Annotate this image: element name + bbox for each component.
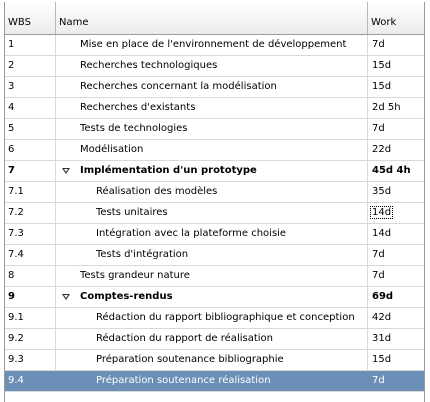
work-cell[interactable]: 7d <box>372 249 385 260</box>
table-row[interactable]: 7.1 Réalisation des modèles 35d <box>5 182 424 203</box>
task-name-label: Implémentation d'un prototype <box>80 165 257 176</box>
name-cell[interactable]: Modélisation <box>56 140 368 160</box>
table-row[interactable]: 9.4 Préparation soutenance réalisation 7d <box>5 371 424 392</box>
column-header-work[interactable]: Work <box>368 2 424 34</box>
table-row[interactable]: 4 Recherches d'existants 2d 5h <box>5 98 424 119</box>
table-row[interactable]: 3 Recherches concernant la modélisation 15… <box>5 77 424 98</box>
name-cell[interactable]: Tests d'intégration <box>56 245 368 265</box>
column-header-name[interactable]: Name <box>56 2 368 34</box>
expand-triangle-down-icon[interactable] <box>62 294 70 300</box>
name-cell[interactable]: Recherches technologiques <box>56 56 368 76</box>
column-header-wbs[interactable]: WBS <box>5 2 56 34</box>
name-cell[interactable]: Tests grandeur nature <box>56 266 368 286</box>
column-header-work-label: Work <box>371 17 397 28</box>
work-cell[interactable]: 42d <box>372 312 392 323</box>
work-cell[interactable]: 35d <box>372 186 392 197</box>
wbs-cell[interactable]: 7.2 <box>5 203 56 223</box>
task-name-label: Tests de technologies <box>80 123 188 134</box>
wbs-cell[interactable]: 7.4 <box>5 245 56 265</box>
work-cell[interactable]: 2d 5h <box>372 102 401 113</box>
wbs-cell[interactable]: 9.2 <box>5 329 56 349</box>
table-row[interactable]: 7.2 Tests unitaires 14d <box>5 203 424 224</box>
work-cell[interactable]: 45d 4h <box>372 165 411 176</box>
name-cell[interactable]: Réalisation des modèles <box>56 182 368 202</box>
work-cell[interactable]: 22d <box>372 144 392 155</box>
name-cell[interactable]: Implémentation d'un prototype <box>56 161 368 181</box>
table-row[interactable]: 2 Recherches technologiques 15d <box>5 56 424 77</box>
name-cell[interactable]: Mise en place de l'environnement de déve… <box>56 35 368 55</box>
name-cell[interactable]: Recherches d'existants <box>56 98 368 118</box>
table-row[interactable]: 7.3 Intégration avec la plateforme choisi… <box>5 224 424 245</box>
wbs-cell[interactable]: 7 <box>5 161 56 181</box>
task-name-label: Modélisation <box>80 144 144 155</box>
wbs-cell[interactable]: 9 <box>5 287 56 307</box>
work-cell[interactable]: 7d <box>372 270 385 281</box>
work-cell[interactable]: 15d <box>372 81 392 92</box>
column-header-wbs-label: WBS <box>8 17 31 28</box>
name-cell[interactable]: Préparation soutenance bibliographie <box>56 350 368 370</box>
work-cell[interactable]: 7d <box>372 39 385 50</box>
task-table: WBS Name Work 1 Mise en place de l'enviro… <box>4 2 425 402</box>
name-cell[interactable]: Rédaction du rapport bibliographique et … <box>56 308 368 328</box>
table-row[interactable]: 9.1 Rédaction du rapport bibliographique … <box>5 308 424 329</box>
table-row[interactable]: 7 Implémentation d'un prototype 45d 4h <box>5 161 424 182</box>
name-cell[interactable]: Tests unitaires <box>56 203 368 223</box>
task-name-label: Préparation soutenance bibliographie <box>96 354 284 365</box>
task-name-label: Réalisation des modèles <box>96 186 218 197</box>
wbs-cell[interactable]: 8 <box>5 266 56 286</box>
table-row[interactable]: 7.4 Tests d'intégration 7d <box>5 245 424 266</box>
wbs-cell[interactable]: 9.4 <box>5 371 56 391</box>
task-name-label: Tests grandeur nature <box>80 270 190 281</box>
wbs-cell[interactable]: 2 <box>5 56 56 76</box>
wbs-cell[interactable]: 1 <box>5 35 56 55</box>
work-cell[interactable]: 15d <box>372 60 392 71</box>
work-cell[interactable]: 14d <box>368 203 424 223</box>
wbs-cell[interactable]: 9.3 <box>5 350 56 370</box>
name-cell[interactable]: Comptes-rendus <box>56 287 368 307</box>
task-name-label: Recherches concernant la modélisation <box>80 81 277 92</box>
task-name-label: Rédaction du rapport de réalisation <box>96 333 273 344</box>
table-row[interactable]: 5 Tests de technologies 7d <box>5 119 424 140</box>
column-header-name-label: Name <box>59 17 89 28</box>
wbs-cell[interactable]: 7.1 <box>5 182 56 202</box>
table-row[interactable]: 8 Tests grandeur nature 7d <box>5 266 424 287</box>
table-row[interactable]: 1 Mise en place de l'environnement de dév… <box>5 35 424 56</box>
work-cell[interactable]: 14d <box>372 228 392 239</box>
table-row[interactable]: 9.2 Rédaction du rapport de réalisation 31… <box>5 329 424 350</box>
task-name-label: Comptes-rendus <box>80 291 173 302</box>
task-name-label: Recherches technologiques <box>80 60 218 71</box>
name-cell[interactable]: Recherches concernant la modélisation <box>56 77 368 97</box>
work-cell[interactable]: 7d <box>372 123 385 134</box>
table-row[interactable]: 9 Comptes-rendus 69d <box>5 287 424 308</box>
name-cell[interactable]: Préparation soutenance réalisation <box>56 371 368 391</box>
wbs-cell[interactable]: 7.3 <box>5 224 56 244</box>
work-cell[interactable]: 15d <box>372 354 392 365</box>
wbs-cell[interactable]: 4 <box>5 98 56 118</box>
wbs-cell[interactable]: 3 <box>5 77 56 97</box>
table-row[interactable]: 9.3 Préparation soutenance bibliographie 1… <box>5 350 424 371</box>
wbs-cell[interactable]: 9.1 <box>5 308 56 328</box>
task-name-label: Tests unitaires <box>96 207 168 218</box>
task-name-label: Rédaction du rapport bibliographique et … <box>96 312 355 323</box>
wbs-cell[interactable]: 6 <box>5 140 56 160</box>
table-header: WBS Name Work <box>5 2 424 35</box>
task-name-label: Tests d'intégration <box>96 249 189 260</box>
focused-work-value[interactable]: 14d <box>370 206 394 219</box>
task-rows: 1 Mise en place de l'environnement de dév… <box>5 35 424 392</box>
work-cell[interactable]: 69d <box>372 291 394 302</box>
work-cell[interactable]: 31d <box>372 333 392 344</box>
task-name-label: Recherches d'existants <box>80 102 196 113</box>
wbs-cell[interactable]: 5 <box>5 119 56 139</box>
name-cell[interactable]: Rédaction du rapport de réalisation <box>56 329 368 349</box>
expand-triangle-down-icon[interactable] <box>62 168 70 174</box>
work-cell[interactable]: 7d <box>372 375 385 386</box>
table-row[interactable]: 6 Modélisation 22d <box>5 140 424 161</box>
task-name-label: Préparation soutenance réalisation <box>96 375 271 386</box>
name-cell[interactable]: Tests de technologies <box>56 119 368 139</box>
task-name-label: Mise en place de l'environnement de déve… <box>80 39 347 50</box>
name-cell[interactable]: Intégration avec la plateforme choisie <box>56 224 368 244</box>
task-name-label: Intégration avec la plateforme choisie <box>96 228 287 239</box>
